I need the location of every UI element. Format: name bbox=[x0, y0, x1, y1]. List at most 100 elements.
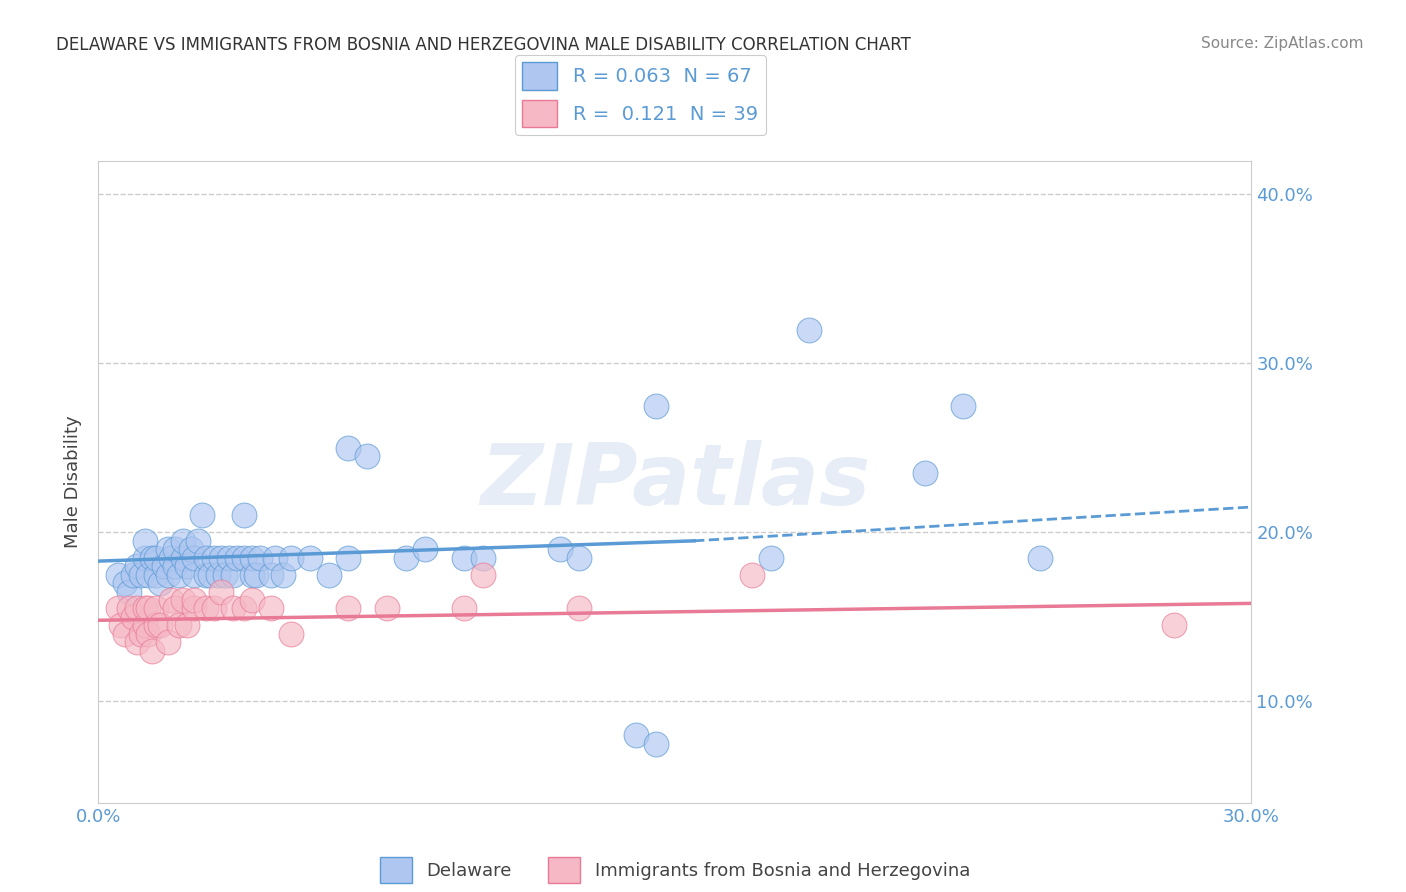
Point bbox=[129, 627, 152, 641]
Point bbox=[141, 643, 163, 657]
Point bbox=[114, 627, 136, 641]
Point bbox=[741, 567, 763, 582]
Point bbox=[149, 576, 172, 591]
Point bbox=[134, 533, 156, 548]
Point bbox=[298, 550, 321, 565]
Point bbox=[249, 550, 271, 565]
Point bbox=[644, 399, 666, 413]
Point bbox=[160, 593, 183, 607]
Point bbox=[799, 322, 821, 336]
Point bbox=[122, 610, 145, 624]
Point bbox=[471, 567, 494, 582]
Point bbox=[202, 550, 225, 565]
Point bbox=[395, 550, 418, 565]
Point bbox=[202, 601, 225, 615]
Point bbox=[207, 567, 229, 582]
Point bbox=[222, 601, 245, 615]
Point bbox=[260, 567, 283, 582]
Point bbox=[195, 601, 218, 615]
Point bbox=[568, 601, 591, 615]
Point bbox=[759, 550, 782, 565]
Point bbox=[134, 550, 156, 565]
Point bbox=[222, 567, 245, 582]
Point bbox=[176, 618, 198, 632]
Point bbox=[240, 550, 263, 565]
Point bbox=[134, 618, 156, 632]
Point bbox=[471, 550, 494, 565]
Point bbox=[122, 567, 145, 582]
Point bbox=[245, 567, 267, 582]
Point bbox=[114, 576, 136, 591]
Point bbox=[280, 550, 302, 565]
Point bbox=[375, 601, 398, 615]
Point bbox=[165, 601, 187, 615]
Point bbox=[264, 550, 287, 565]
Point bbox=[914, 467, 936, 481]
Point bbox=[356, 450, 378, 464]
Point bbox=[337, 441, 360, 455]
Point bbox=[568, 550, 591, 565]
Point bbox=[118, 601, 141, 615]
Point bbox=[183, 567, 205, 582]
Point bbox=[156, 542, 179, 557]
Point bbox=[209, 584, 232, 599]
Point bbox=[952, 399, 974, 413]
Point bbox=[183, 593, 205, 607]
Legend: Delaware, Immigrants from Bosnia and Herzegovina: Delaware, Immigrants from Bosnia and Her… bbox=[373, 850, 977, 890]
Point bbox=[214, 567, 236, 582]
Point bbox=[107, 567, 129, 582]
Point bbox=[195, 550, 218, 565]
Point bbox=[453, 550, 475, 565]
Point bbox=[172, 550, 194, 565]
Point bbox=[183, 550, 205, 565]
Point bbox=[626, 728, 648, 742]
Point bbox=[145, 618, 167, 632]
Text: ZIPatlas: ZIPatlas bbox=[479, 440, 870, 524]
Point bbox=[160, 550, 183, 565]
Point bbox=[110, 618, 132, 632]
Point bbox=[225, 550, 247, 565]
Point bbox=[138, 601, 160, 615]
Point bbox=[233, 601, 256, 615]
Point bbox=[118, 584, 141, 599]
Point bbox=[240, 593, 263, 607]
Point bbox=[1029, 550, 1052, 565]
Point bbox=[337, 550, 360, 565]
Point bbox=[125, 635, 148, 649]
Point bbox=[129, 567, 152, 582]
Point bbox=[134, 601, 156, 615]
Point bbox=[233, 550, 256, 565]
Point bbox=[138, 567, 160, 582]
Point bbox=[198, 567, 221, 582]
Point bbox=[141, 550, 163, 565]
Point bbox=[337, 601, 360, 615]
Point bbox=[209, 550, 232, 565]
Point bbox=[233, 508, 256, 523]
Point bbox=[125, 559, 148, 574]
Point bbox=[156, 635, 179, 649]
Point bbox=[187, 533, 209, 548]
Point bbox=[280, 627, 302, 641]
Point bbox=[191, 508, 214, 523]
Point bbox=[145, 567, 167, 582]
Point bbox=[107, 601, 129, 615]
Point bbox=[138, 627, 160, 641]
Point bbox=[318, 567, 340, 582]
Point bbox=[1163, 618, 1185, 632]
Point bbox=[183, 601, 205, 615]
Point bbox=[271, 567, 294, 582]
Point bbox=[176, 559, 198, 574]
Point bbox=[165, 542, 187, 557]
Point bbox=[156, 567, 179, 582]
Point bbox=[218, 550, 240, 565]
Text: DELAWARE VS IMMIGRANTS FROM BOSNIA AND HERZEGOVINA MALE DISABILITY CORRELATION C: DELAWARE VS IMMIGRANTS FROM BOSNIA AND H… bbox=[56, 36, 911, 54]
Point bbox=[644, 737, 666, 751]
Text: Source: ZipAtlas.com: Source: ZipAtlas.com bbox=[1201, 36, 1364, 51]
Point bbox=[260, 601, 283, 615]
Point bbox=[152, 559, 174, 574]
Y-axis label: Male Disability: Male Disability bbox=[65, 416, 83, 548]
Point bbox=[413, 542, 436, 557]
Point bbox=[172, 593, 194, 607]
Point bbox=[172, 533, 194, 548]
Point bbox=[145, 601, 167, 615]
